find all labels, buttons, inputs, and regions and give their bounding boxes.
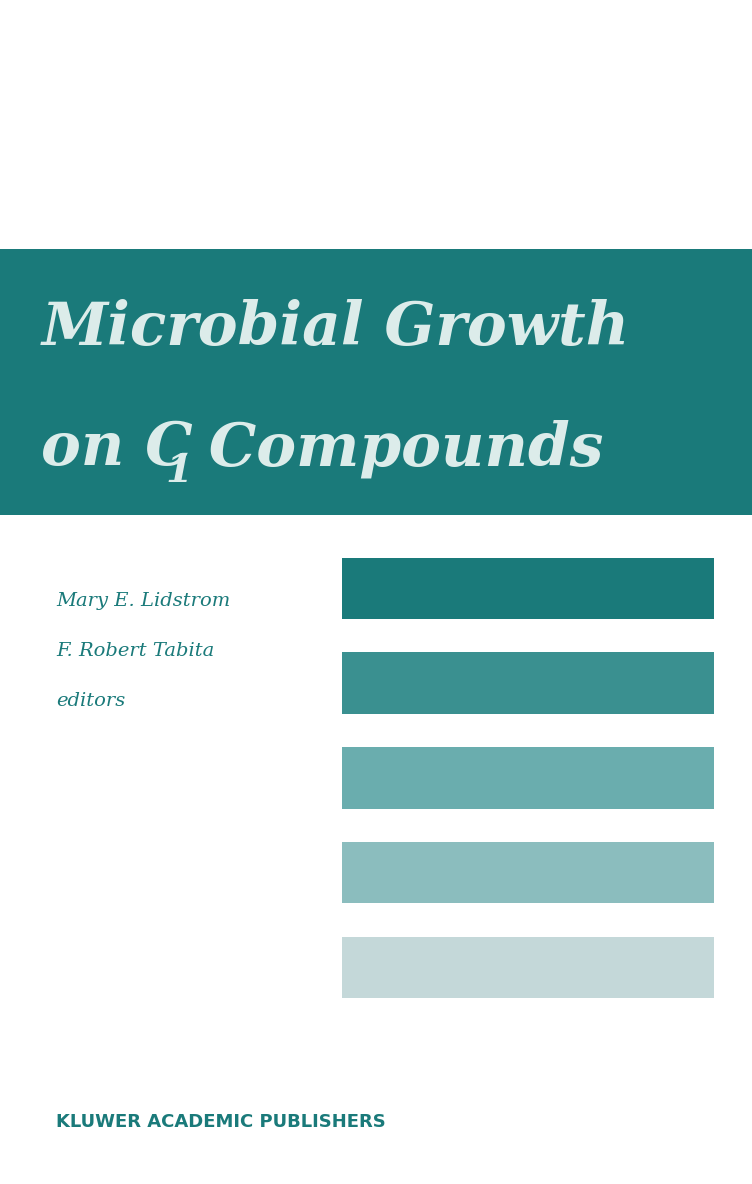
- Bar: [342, 652, 714, 714]
- Text: Mary E. Lidstrom: Mary E. Lidstrom: [56, 592, 231, 611]
- Bar: [342, 747, 714, 809]
- Text: F. Robert Tabita: F. Robert Tabita: [56, 642, 214, 661]
- Bar: [342, 937, 714, 998]
- Text: 1: 1: [165, 452, 193, 490]
- Text: KLUWER ACADEMIC PUBLISHERS: KLUWER ACADEMIC PUBLISHERS: [56, 1113, 386, 1132]
- Text: Compounds: Compounds: [188, 419, 603, 477]
- Bar: [342, 558, 714, 619]
- Text: on C: on C: [41, 419, 193, 477]
- Text: editors: editors: [56, 691, 126, 710]
- Bar: [0, 249, 752, 515]
- Text: Microbial Growth: Microbial Growth: [41, 300, 629, 358]
- Bar: [342, 842, 714, 903]
